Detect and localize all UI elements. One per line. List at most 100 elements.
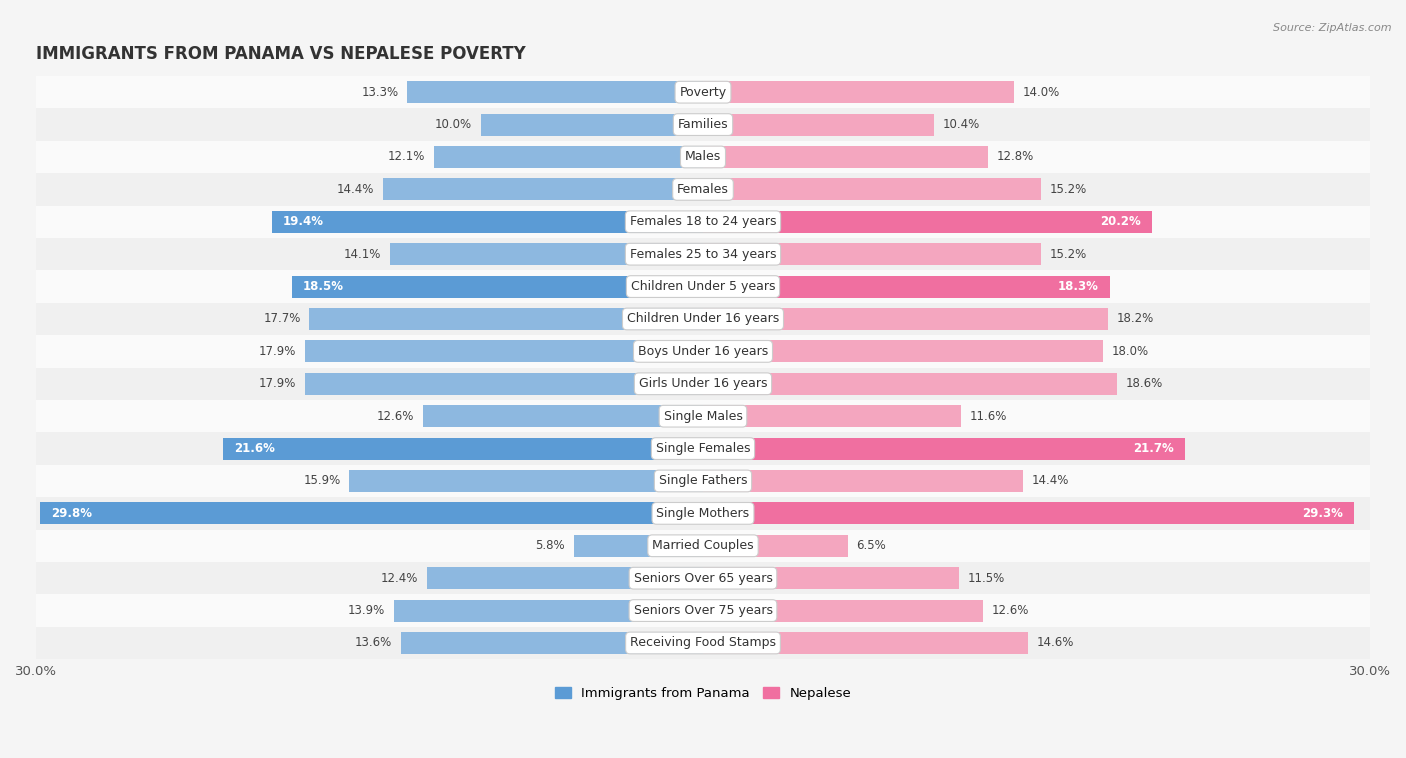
Text: Females: Females xyxy=(678,183,728,196)
Text: 11.5%: 11.5% xyxy=(967,572,1005,584)
Text: 17.7%: 17.7% xyxy=(263,312,301,325)
Text: 13.9%: 13.9% xyxy=(347,604,385,617)
Bar xyxy=(37,76,1369,108)
Bar xyxy=(350,470,703,492)
Bar xyxy=(271,211,703,233)
Text: 18.6%: 18.6% xyxy=(1125,377,1163,390)
Text: 12.6%: 12.6% xyxy=(377,409,413,423)
Bar xyxy=(37,271,1369,302)
Bar xyxy=(37,465,1369,497)
Bar xyxy=(703,600,983,622)
Text: 18.2%: 18.2% xyxy=(1116,312,1154,325)
Bar xyxy=(703,114,934,136)
Bar xyxy=(37,432,1369,465)
Text: 10.0%: 10.0% xyxy=(434,118,472,131)
Bar xyxy=(703,308,1108,330)
Text: 12.4%: 12.4% xyxy=(381,572,419,584)
Bar xyxy=(37,173,1369,205)
Bar xyxy=(703,276,1109,298)
Text: Girls Under 16 years: Girls Under 16 years xyxy=(638,377,768,390)
Text: 5.8%: 5.8% xyxy=(536,539,565,553)
Bar xyxy=(703,243,1040,265)
Bar xyxy=(37,302,1369,335)
Bar xyxy=(703,211,1152,233)
Text: Males: Males xyxy=(685,151,721,164)
Text: 15.2%: 15.2% xyxy=(1050,183,1087,196)
Text: 15.2%: 15.2% xyxy=(1050,248,1087,261)
Text: 13.3%: 13.3% xyxy=(361,86,398,99)
Bar xyxy=(408,81,703,103)
Text: 12.1%: 12.1% xyxy=(388,151,425,164)
Bar xyxy=(37,368,1369,400)
Bar xyxy=(703,567,959,589)
Text: Females 18 to 24 years: Females 18 to 24 years xyxy=(630,215,776,228)
Text: 14.0%: 14.0% xyxy=(1024,86,1060,99)
Bar xyxy=(37,108,1369,141)
Bar xyxy=(401,632,703,654)
Bar xyxy=(222,437,703,459)
Bar xyxy=(37,205,1369,238)
Text: 18.0%: 18.0% xyxy=(1112,345,1149,358)
Text: 15.9%: 15.9% xyxy=(304,475,340,487)
Text: 17.9%: 17.9% xyxy=(259,377,297,390)
Bar xyxy=(703,81,1014,103)
Bar xyxy=(703,373,1116,395)
Text: 6.5%: 6.5% xyxy=(856,539,886,553)
Bar xyxy=(37,562,1369,594)
Bar xyxy=(703,534,848,557)
Bar xyxy=(305,340,703,362)
Bar xyxy=(37,497,1369,530)
Bar xyxy=(703,437,1185,459)
Text: 21.6%: 21.6% xyxy=(233,442,274,455)
Text: Single Females: Single Females xyxy=(655,442,751,455)
Bar xyxy=(703,178,1040,200)
Bar xyxy=(37,141,1369,173)
Text: 17.9%: 17.9% xyxy=(259,345,297,358)
Text: 21.7%: 21.7% xyxy=(1133,442,1174,455)
Bar xyxy=(37,238,1369,271)
Bar xyxy=(394,600,703,622)
Text: 12.6%: 12.6% xyxy=(993,604,1029,617)
Text: Boys Under 16 years: Boys Under 16 years xyxy=(638,345,768,358)
Bar xyxy=(703,503,1354,525)
Bar xyxy=(309,308,703,330)
Bar xyxy=(703,406,960,428)
Text: Seniors Over 75 years: Seniors Over 75 years xyxy=(634,604,772,617)
Text: 11.6%: 11.6% xyxy=(970,409,1007,423)
Text: 13.6%: 13.6% xyxy=(354,637,392,650)
Bar xyxy=(703,146,987,168)
Bar xyxy=(305,373,703,395)
Text: Poverty: Poverty xyxy=(679,86,727,99)
Text: 14.4%: 14.4% xyxy=(1032,475,1070,487)
Bar xyxy=(389,243,703,265)
Text: 18.3%: 18.3% xyxy=(1057,280,1098,293)
Text: Single Mothers: Single Mothers xyxy=(657,507,749,520)
Bar xyxy=(382,178,703,200)
Bar xyxy=(703,470,1024,492)
Text: 18.5%: 18.5% xyxy=(302,280,344,293)
Text: 14.1%: 14.1% xyxy=(343,248,381,261)
Text: 14.6%: 14.6% xyxy=(1036,637,1074,650)
Text: 19.4%: 19.4% xyxy=(283,215,323,228)
Bar xyxy=(423,406,703,428)
Bar xyxy=(291,276,703,298)
Text: Females 25 to 34 years: Females 25 to 34 years xyxy=(630,248,776,261)
Text: Children Under 5 years: Children Under 5 years xyxy=(631,280,775,293)
Text: 14.4%: 14.4% xyxy=(336,183,374,196)
Text: IMMIGRANTS FROM PANAMA VS NEPALESE POVERTY: IMMIGRANTS FROM PANAMA VS NEPALESE POVER… xyxy=(37,45,526,64)
Bar xyxy=(37,400,1369,432)
Text: Single Fathers: Single Fathers xyxy=(659,475,747,487)
Bar xyxy=(37,594,1369,627)
Bar xyxy=(434,146,703,168)
Bar xyxy=(37,530,1369,562)
Bar xyxy=(703,340,1104,362)
Text: Receiving Food Stamps: Receiving Food Stamps xyxy=(630,637,776,650)
Text: Married Couples: Married Couples xyxy=(652,539,754,553)
Bar xyxy=(703,632,1028,654)
Text: 29.8%: 29.8% xyxy=(52,507,93,520)
Text: Children Under 16 years: Children Under 16 years xyxy=(627,312,779,325)
Bar xyxy=(37,335,1369,368)
Text: 12.8%: 12.8% xyxy=(997,151,1033,164)
Text: 10.4%: 10.4% xyxy=(943,118,980,131)
Text: 29.3%: 29.3% xyxy=(1302,507,1343,520)
